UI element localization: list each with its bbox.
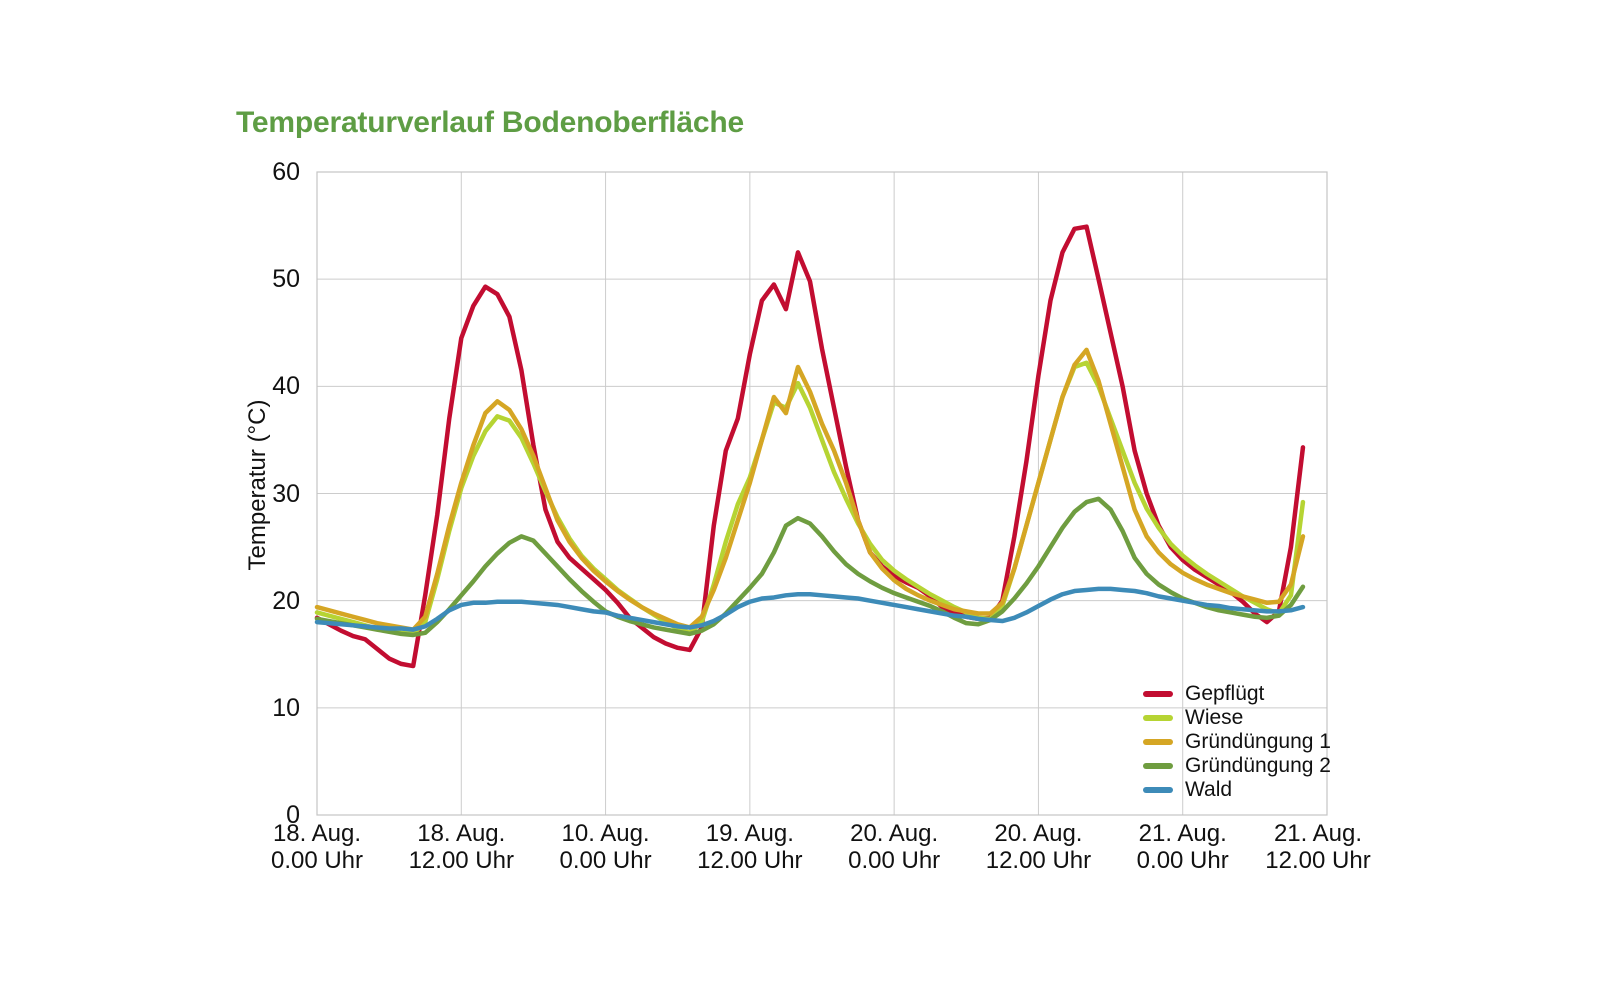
x-tick-date: 20. Aug. xyxy=(850,820,939,847)
legend-swatch-wald xyxy=(1143,787,1173,793)
x-tick-date: 19. Aug. xyxy=(705,820,794,847)
x-tick-date: 21. Aug. xyxy=(1138,820,1227,847)
x-tick-label: 21. Aug. 0.00 Uhr xyxy=(1093,820,1273,874)
series-line-wiese xyxy=(314,360,1306,637)
x-tick-time: 12.00 Uhr xyxy=(408,847,514,874)
x-tick-label: 20. Aug. 0.00 Uhr xyxy=(804,820,984,874)
series-line-gr-nd-ngung-2 xyxy=(314,496,1306,638)
legend-label: Gründüngung 1 xyxy=(1185,730,1331,753)
x-tick-time: 0.00 Uhr xyxy=(1136,847,1229,874)
legend-label: Wald xyxy=(1185,778,1233,801)
x-tick-date: 20. Aug. xyxy=(994,820,1083,847)
legend-row: Gründüngung 2 xyxy=(1143,754,1331,778)
legend-label: Wiese xyxy=(1185,706,1244,729)
x-tick-time: 0.00 Uhr xyxy=(270,847,364,874)
x-tick-label: 18. Aug. 12.00 Uhr xyxy=(371,820,551,874)
y-tick-label: 40 xyxy=(272,372,300,401)
series-line-gepfl-gt xyxy=(314,224,1306,669)
legend-label: Gepflügt xyxy=(1185,682,1265,705)
legend-label: Gründüngung 2 xyxy=(1185,754,1331,777)
x-tick-date: 21. Aug. xyxy=(1273,820,1363,847)
x-tick-time: 12.00 Uhr xyxy=(1265,847,1371,874)
legend-row: Wald xyxy=(1143,778,1331,802)
x-tick-label: 20. Aug. 12.00 Uhr xyxy=(948,820,1128,874)
x-tick-time: 0.00 Uhr xyxy=(559,847,652,874)
y-tick-label: 20 xyxy=(272,586,300,615)
legend-swatch-gr-nd-ngung-1 xyxy=(1143,739,1173,745)
legend-row: Gepflügt xyxy=(1143,682,1331,706)
x-tick-label: 18. Aug. 0.00 Uhr xyxy=(227,820,407,874)
y-tick-label: 50 xyxy=(272,265,300,294)
series-line-gr-nd-ngung-1 xyxy=(314,347,1306,632)
x-tick-time: 12.00 Uhr xyxy=(697,847,803,874)
x-tick-date: 18. Aug. xyxy=(417,820,506,847)
x-tick-label: 21. Aug. 12.00 Uhr xyxy=(1228,820,1408,874)
x-tick-date: 18. Aug. xyxy=(272,820,362,847)
y-tick-label: 10 xyxy=(272,693,300,722)
legend-swatch-gepfl-gt xyxy=(1143,691,1173,697)
legend-row: Wiese xyxy=(1143,706,1331,730)
x-tick-label: 19. Aug. 12.00 Uhr xyxy=(660,820,840,874)
legend-swatch-wiese xyxy=(1143,715,1173,721)
x-tick-label: 10. Aug. 0.00 Uhr xyxy=(516,820,696,874)
x-tick-time: 0.00 Uhr xyxy=(848,847,941,874)
chart-title: Temperaturverlauf Bodenoberfläche xyxy=(236,106,744,139)
x-tick-time: 12.00 Uhr xyxy=(985,847,1092,874)
legend-swatch-gr-nd-ngung-2 xyxy=(1143,763,1173,769)
y-tick-label: 30 xyxy=(272,479,300,508)
x-tick-date: 10. Aug. xyxy=(561,820,650,847)
series-line-wald xyxy=(314,586,1306,632)
plot-border xyxy=(316,171,1328,816)
legend-row: Gründüngung 1 xyxy=(1143,730,1331,754)
y-tick-label: 0 xyxy=(286,801,300,829)
y-tick-label: 60 xyxy=(272,158,300,186)
